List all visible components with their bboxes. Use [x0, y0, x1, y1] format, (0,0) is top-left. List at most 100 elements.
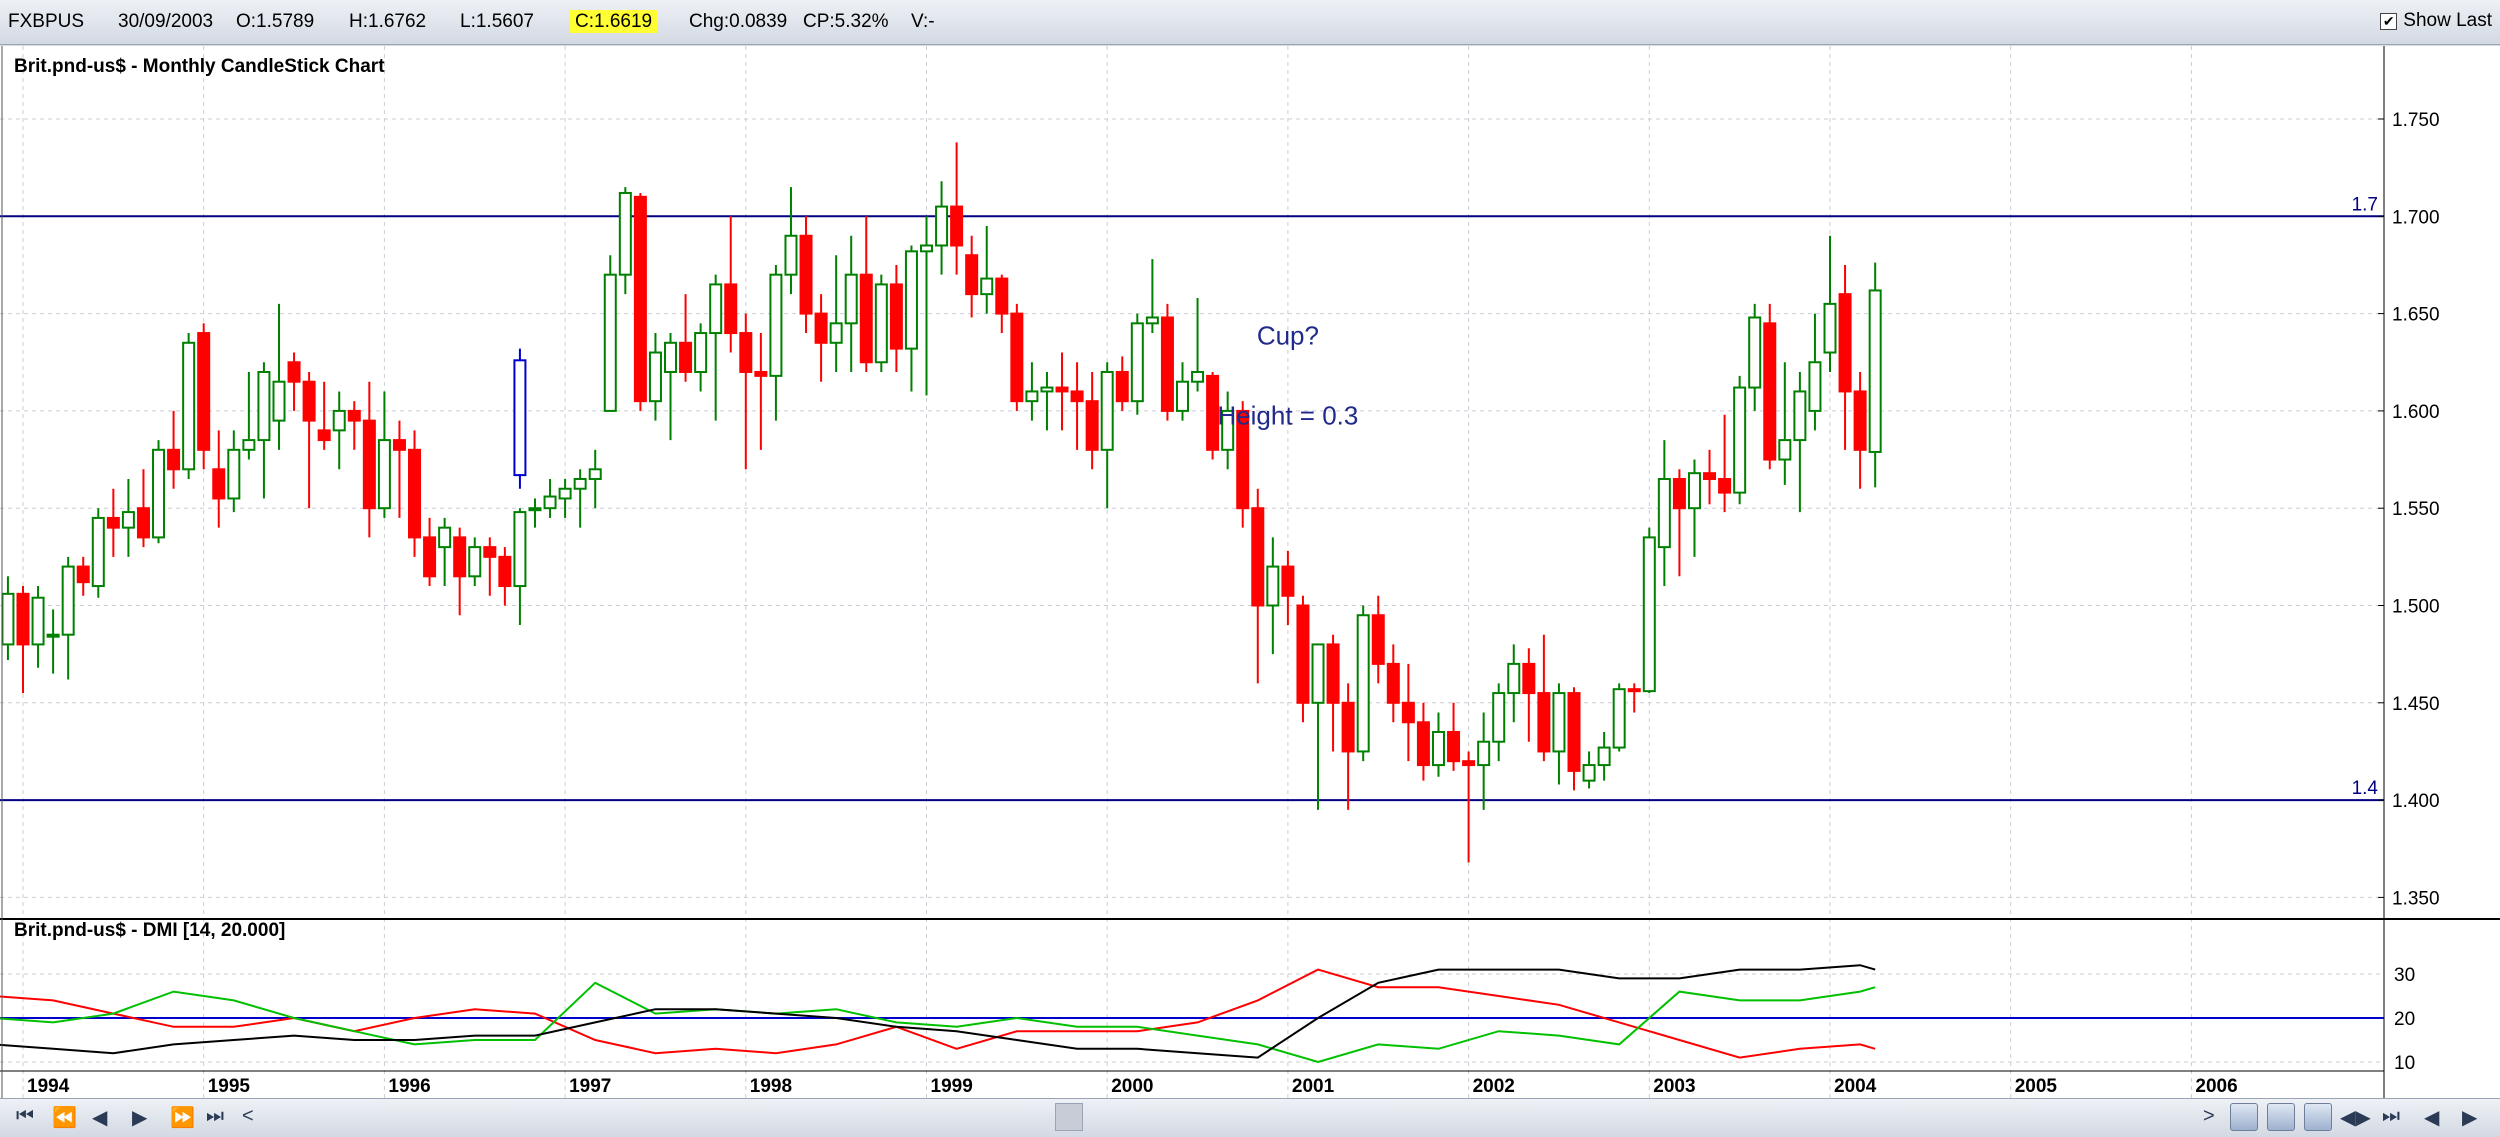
candle[interactable]	[31, 596, 45, 646]
candle[interactable]	[1356, 614, 1370, 753]
candle[interactable]	[1597, 746, 1611, 767]
last-page-icon[interactable]: ⏭	[206, 1105, 224, 1127]
candle[interactable]	[874, 283, 888, 364]
candle[interactable]	[1672, 478, 1686, 510]
candle[interactable]	[1793, 390, 1807, 442]
candle[interactable]	[588, 468, 602, 481]
candle[interactable]	[1311, 643, 1325, 704]
candle[interactable]	[227, 448, 241, 500]
candle[interactable]	[498, 555, 512, 588]
candle[interactable]	[197, 332, 211, 451]
candle[interactable]	[1386, 662, 1400, 704]
candle[interactable]	[844, 273, 858, 325]
candle[interactable]	[1221, 409, 1235, 451]
candle[interactable]	[573, 478, 587, 490]
candle[interactable]	[633, 195, 647, 403]
candle[interactable]	[1853, 390, 1867, 451]
candle[interactable]	[1130, 322, 1144, 403]
candle[interactable]	[1657, 478, 1671, 549]
candle[interactable]	[152, 448, 166, 539]
candle[interactable]	[709, 283, 723, 335]
candle[interactable]	[1703, 472, 1717, 481]
candle[interactable]	[603, 273, 617, 412]
candle[interactable]	[1612, 688, 1626, 749]
candle[interactable]	[814, 312, 828, 344]
dmi-plus-di-line[interactable]	[0, 981, 1876, 1064]
candle[interactable]	[16, 592, 30, 646]
step-back-icon[interactable]: ◀	[92, 1107, 108, 1129]
candle[interactable]	[528, 507, 542, 512]
candle[interactable]	[995, 277, 1009, 315]
candle[interactable]	[1477, 740, 1491, 767]
candle[interactable]	[377, 439, 391, 510]
candle[interactable]	[1778, 439, 1792, 461]
candle[interactable]	[136, 507, 150, 539]
candle[interactable]	[1025, 390, 1039, 403]
candle[interactable]	[302, 380, 316, 422]
candle[interactable]	[694, 332, 708, 373]
candle[interactable]	[1070, 390, 1084, 403]
candle[interactable]	[408, 448, 422, 539]
candle[interactable]	[347, 409, 361, 422]
candle[interactable]	[513, 511, 527, 588]
page-forward-icon[interactable]: ⏩	[170, 1107, 195, 1129]
candle[interactable]	[1462, 760, 1476, 767]
candle[interactable]	[1236, 409, 1250, 510]
candle[interactable]	[1763, 322, 1777, 461]
candle[interactable]	[1823, 302, 1837, 354]
candle[interactable]	[1492, 692, 1506, 743]
page-back-icon[interactable]: ⏪	[52, 1107, 77, 1129]
candle[interactable]	[1808, 361, 1822, 412]
candle[interactable]	[1838, 293, 1852, 393]
step-forward-icon[interactable]: ▶	[132, 1107, 148, 1129]
first-page-icon[interactable]: ⏮	[16, 1105, 34, 1127]
candle[interactable]	[468, 546, 482, 578]
candle[interactable]	[1085, 400, 1099, 451]
show-last-checkbox[interactable]: ✔	[2380, 12, 2398, 30]
candle[interactable]	[483, 546, 497, 558]
candle[interactable]	[950, 205, 964, 247]
candle[interactable]	[1748, 316, 1762, 389]
candle[interactable]	[362, 419, 376, 510]
candle[interactable]	[965, 254, 979, 296]
candle[interactable]	[1296, 604, 1310, 704]
save-tool-icon[interactable]	[2304, 1103, 2332, 1131]
candle[interactable]	[1718, 478, 1732, 494]
candle[interactable]	[1582, 764, 1596, 782]
candle[interactable]	[648, 351, 662, 403]
candle[interactable]	[76, 565, 90, 584]
candle[interactable]	[889, 283, 903, 350]
candle[interactable]	[1175, 380, 1189, 412]
candle[interactable]	[754, 370, 768, 377]
scroll-left-button[interactable]: <	[242, 1105, 254, 1127]
candle[interactable]	[920, 244, 933, 253]
candle[interactable]	[904, 250, 918, 350]
candle[interactable]	[1010, 312, 1024, 403]
candle[interactable]	[1115, 370, 1129, 403]
candle[interactable]	[1160, 316, 1174, 412]
chart-tool-icon[interactable]	[2230, 1103, 2258, 1131]
candle[interactable]	[242, 439, 256, 451]
candle[interactable]	[1868, 289, 1882, 453]
candle[interactable]	[1371, 614, 1385, 665]
candle[interactable]	[1552, 692, 1566, 753]
candle[interactable]	[91, 516, 105, 588]
candle[interactable]	[739, 332, 753, 373]
zoom-tool-icon[interactable]	[2267, 1103, 2295, 1131]
candle[interactable]	[1251, 507, 1265, 607]
candle[interactable]	[46, 633, 60, 638]
candle[interactable]	[287, 361, 301, 383]
scrollbar-thumb[interactable]	[1055, 1103, 1083, 1131]
show-last-toggle[interactable]: ✔ Show Last	[2380, 10, 2492, 32]
candle[interactable]	[829, 322, 843, 344]
candle[interactable]	[1326, 643, 1340, 704]
projection-candle[interactable]	[513, 359, 527, 477]
chart-area[interactable]: Brit.pnd-us$ - Monthly CandleStick Chart…	[0, 46, 2500, 1098]
candle[interactable]	[1040, 386, 1054, 393]
dmi-adx-line[interactable]	[0, 964, 1876, 1059]
candle[interactable]	[1100, 370, 1114, 451]
candle[interactable]	[935, 205, 949, 247]
candle[interactable]	[453, 536, 467, 578]
candle[interactable]	[1627, 688, 1641, 693]
candle[interactable]	[61, 565, 75, 636]
